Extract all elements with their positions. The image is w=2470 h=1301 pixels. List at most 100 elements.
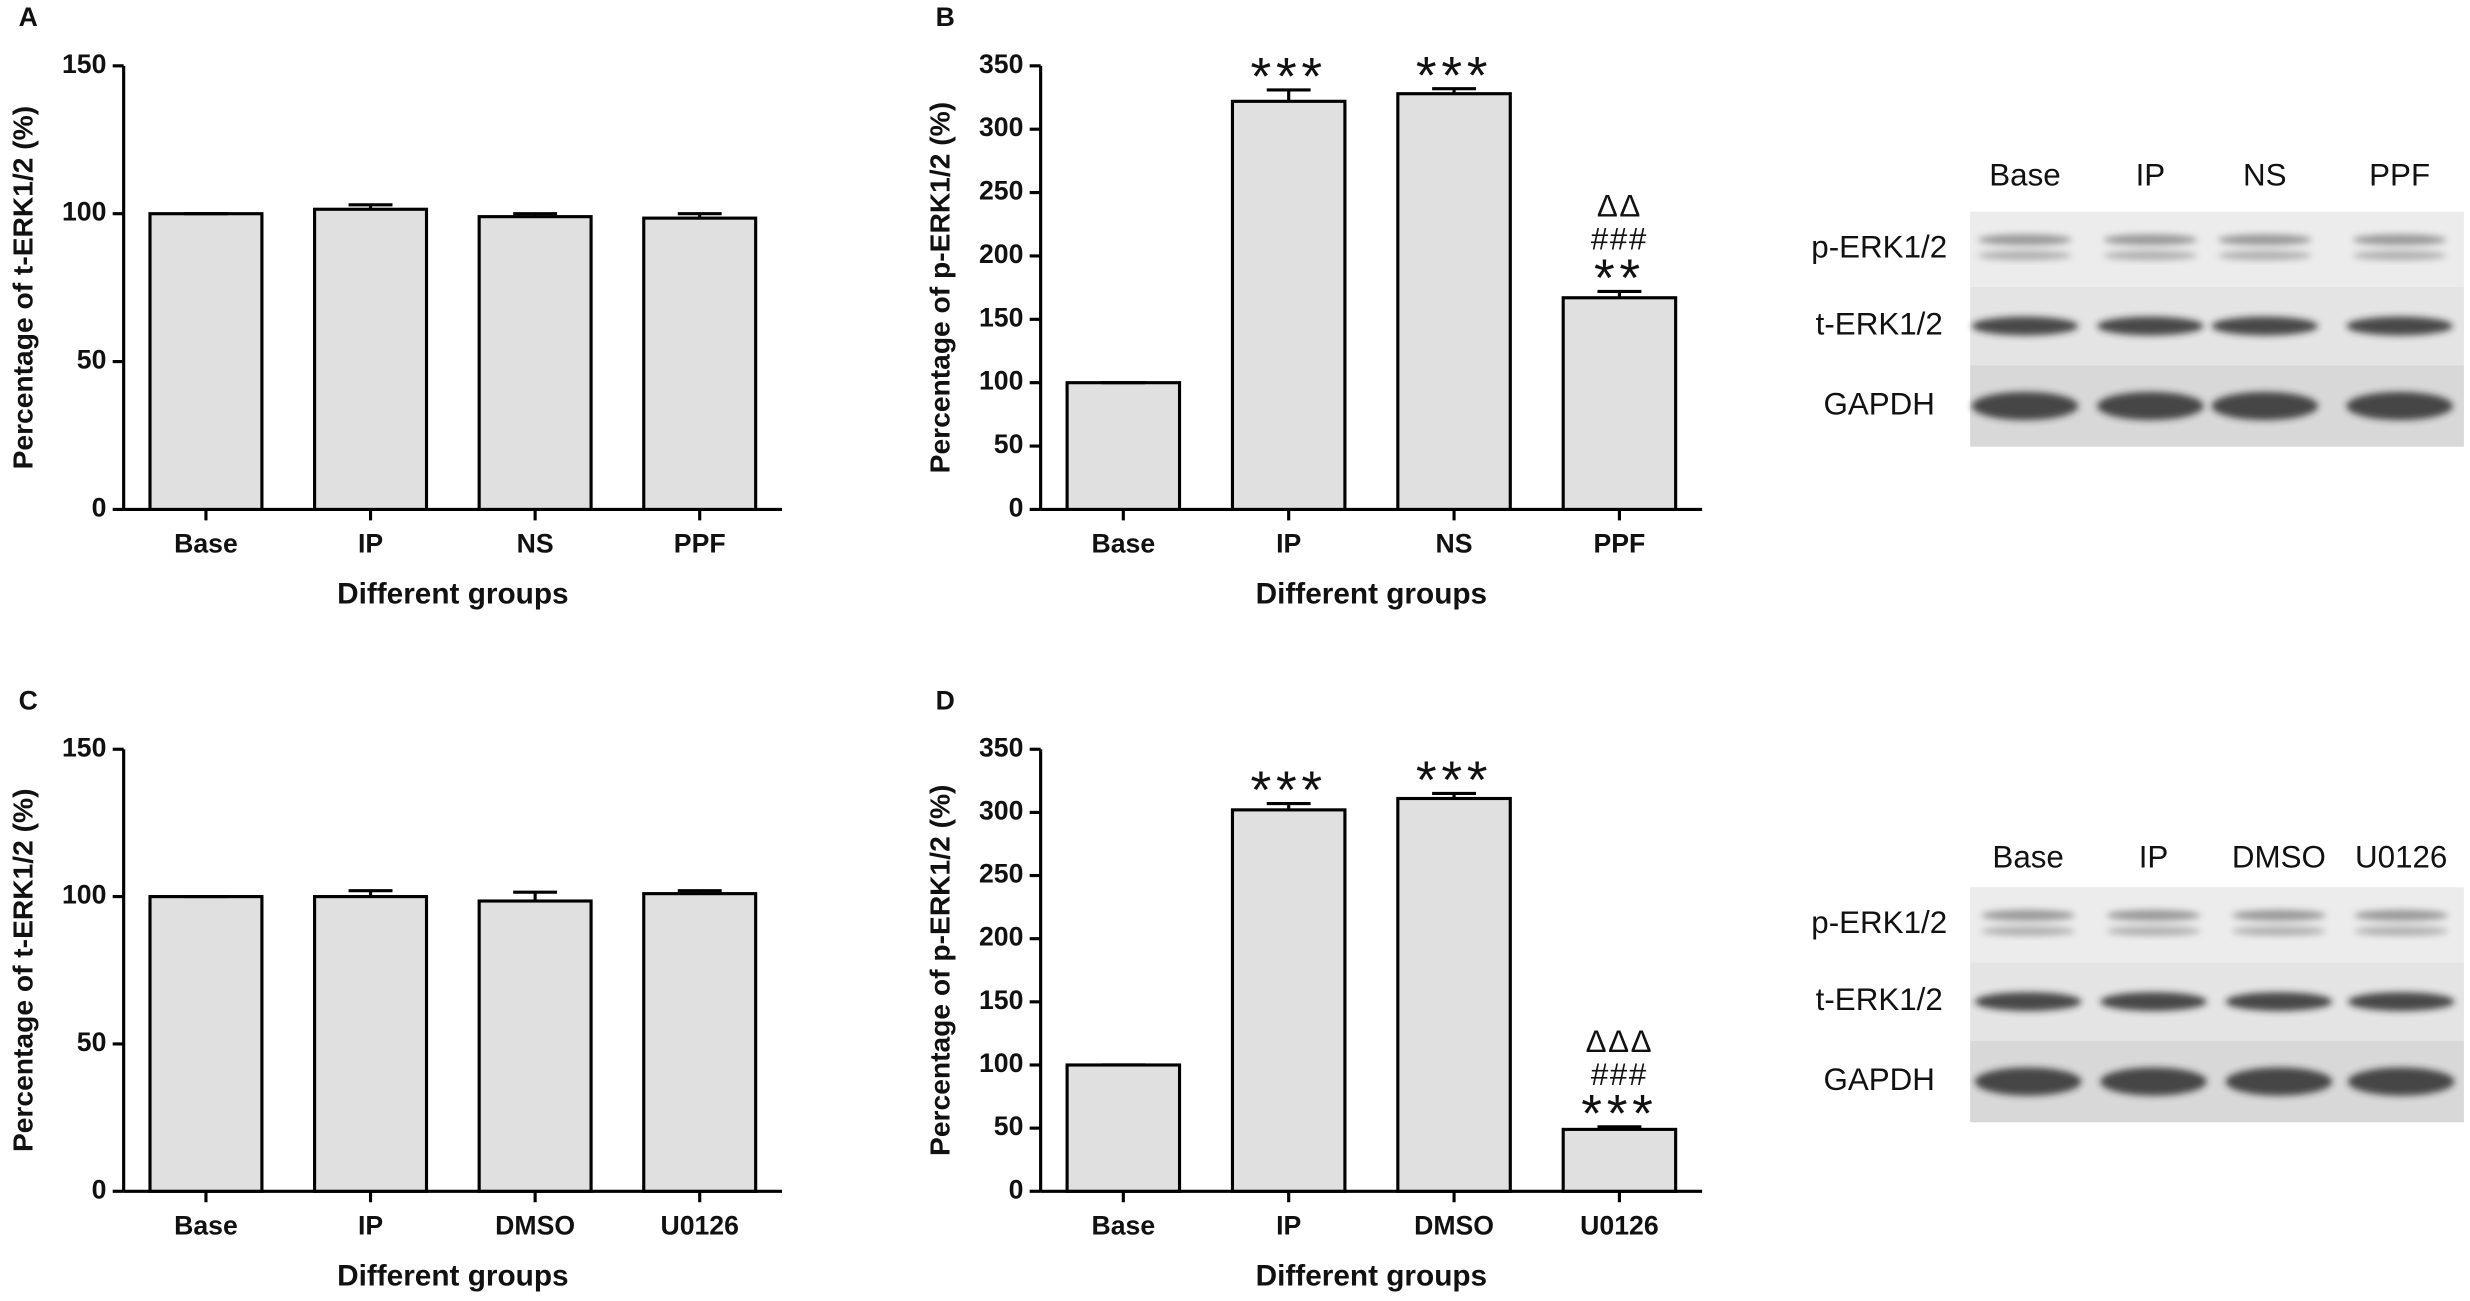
row-label: t-ERK1/2 bbox=[1816, 982, 1943, 1017]
x-tick-label: IP bbox=[1276, 1210, 1301, 1240]
y-tick-label: 50 bbox=[77, 1027, 107, 1057]
x-tick-label: Base bbox=[174, 1210, 238, 1240]
significance-mark: ** bbox=[1594, 249, 1645, 308]
panel-label: B bbox=[936, 2, 955, 32]
y-tick-label: 50 bbox=[994, 1111, 1024, 1141]
error-bar bbox=[348, 203, 393, 210]
bar bbox=[477, 215, 593, 511]
blot-band bbox=[2217, 234, 2312, 246]
blot-band bbox=[2097, 316, 2204, 336]
bar bbox=[1396, 92, 1512, 511]
lane-label: NS bbox=[2243, 157, 2287, 192]
error-bar bbox=[1266, 801, 1311, 810]
bar bbox=[148, 212, 264, 511]
significance-mark: ΔΔΔ bbox=[1586, 1024, 1653, 1059]
blot-band bbox=[1981, 909, 2076, 921]
x-tick-label: Base bbox=[1091, 529, 1155, 559]
blot-band bbox=[2100, 1067, 2207, 1096]
blot-band bbox=[2352, 250, 2447, 261]
bar bbox=[313, 207, 429, 511]
blot-band bbox=[1974, 1067, 2082, 1096]
x-tick-label: IP bbox=[358, 1210, 383, 1240]
bar bbox=[642, 892, 758, 1193]
y-axis-title: Percentage of t-ERK1/2 (%) bbox=[6, 788, 38, 1152]
y-tick-label: 150 bbox=[979, 985, 1023, 1015]
significance-mark: *** bbox=[1251, 761, 1327, 820]
y-tick-label: 150 bbox=[979, 302, 1023, 332]
panel-label: D bbox=[936, 685, 955, 715]
y-tick-label: 100 bbox=[62, 880, 106, 910]
x-axis-title: Different groups bbox=[1256, 1259, 1488, 1292]
blot-band bbox=[2354, 909, 2449, 921]
blot-band bbox=[2103, 250, 2198, 261]
blot-band bbox=[1974, 992, 2082, 1012]
bar bbox=[1065, 381, 1182, 511]
blot-band bbox=[2354, 926, 2449, 936]
y-tick-label: 100 bbox=[979, 366, 1023, 396]
significance-mark: ΔΔ bbox=[1597, 189, 1642, 224]
blot-band bbox=[2097, 391, 2204, 421]
blot-band bbox=[2211, 391, 2319, 421]
x-tick-label: Base bbox=[174, 529, 238, 559]
blot-band bbox=[1981, 926, 2076, 936]
row-label: GAPDH bbox=[1824, 1062, 1935, 1097]
x-tick-label: IP bbox=[1276, 529, 1301, 559]
error-bar bbox=[1597, 1125, 1642, 1130]
x-tick-label: U0126 bbox=[660, 1210, 738, 1240]
significance-mark: *** bbox=[1416, 751, 1492, 810]
y-tick-label: 100 bbox=[62, 197, 106, 227]
x-tick-label: PPF bbox=[1594, 529, 1646, 559]
row-label: p-ERK1/2 bbox=[1811, 905, 1947, 940]
x-axis-title: Different groups bbox=[337, 577, 569, 610]
blot-band bbox=[2211, 316, 2319, 336]
bar bbox=[1230, 808, 1347, 1193]
blot-band bbox=[2346, 391, 2453, 421]
error-bar bbox=[1597, 289, 1642, 298]
blot-band bbox=[2352, 234, 2447, 246]
error-bar bbox=[1432, 87, 1476, 94]
y-tick-label: 300 bbox=[979, 112, 1023, 142]
blot-band bbox=[1971, 316, 2079, 336]
lane-label: Base bbox=[1992, 839, 2063, 874]
row-label: GAPDH bbox=[1824, 386, 1935, 421]
error-bar bbox=[348, 889, 393, 897]
y-tick-label: 0 bbox=[92, 1174, 107, 1204]
lane-label: Base bbox=[1989, 157, 2060, 192]
y-axis-title: Percentage of p-ERK1/2 (%) bbox=[923, 102, 955, 473]
bar bbox=[1561, 296, 1678, 511]
y-tick-label: 50 bbox=[77, 345, 107, 375]
y-tick-label: 0 bbox=[1009, 492, 1024, 522]
blot-band bbox=[1977, 234, 2073, 246]
error-bar bbox=[513, 890, 558, 902]
y-tick-label: 0 bbox=[1009, 1174, 1024, 1204]
x-tick-label: U0126 bbox=[1580, 1210, 1658, 1240]
y-tick-label: 50 bbox=[994, 429, 1024, 459]
y-tick-label: 0 bbox=[92, 492, 107, 522]
blot-band bbox=[2103, 234, 2198, 246]
x-tick-label: PPF bbox=[674, 529, 726, 559]
significance-mark: *** bbox=[1251, 48, 1327, 107]
blot-band bbox=[2225, 992, 2333, 1012]
lane-label: PPF bbox=[2369, 157, 2430, 192]
bar bbox=[642, 216, 758, 511]
blot-strip bbox=[1970, 887, 2464, 963]
y-tick-label: 100 bbox=[979, 1048, 1023, 1078]
x-axis-title: Different groups bbox=[337, 1259, 569, 1292]
error-bar bbox=[513, 212, 558, 217]
y-tick-label: 250 bbox=[979, 176, 1023, 206]
bar bbox=[477, 899, 593, 1193]
blot-band bbox=[2347, 1067, 2455, 1096]
lane-label: U0126 bbox=[2355, 839, 2447, 874]
error-bar bbox=[677, 889, 722, 894]
significance-mark: ### bbox=[1591, 222, 1648, 257]
y-tick-label: 250 bbox=[979, 859, 1023, 889]
x-tick-label: DMSO bbox=[495, 1210, 575, 1240]
blot-band bbox=[2106, 926, 2201, 936]
error-bar bbox=[1432, 791, 1476, 799]
blot-band bbox=[2347, 992, 2455, 1012]
y-tick-label: 350 bbox=[979, 49, 1023, 79]
blot-band bbox=[2217, 250, 2312, 261]
bar bbox=[1396, 796, 1512, 1193]
blot-band bbox=[2346, 316, 2453, 336]
